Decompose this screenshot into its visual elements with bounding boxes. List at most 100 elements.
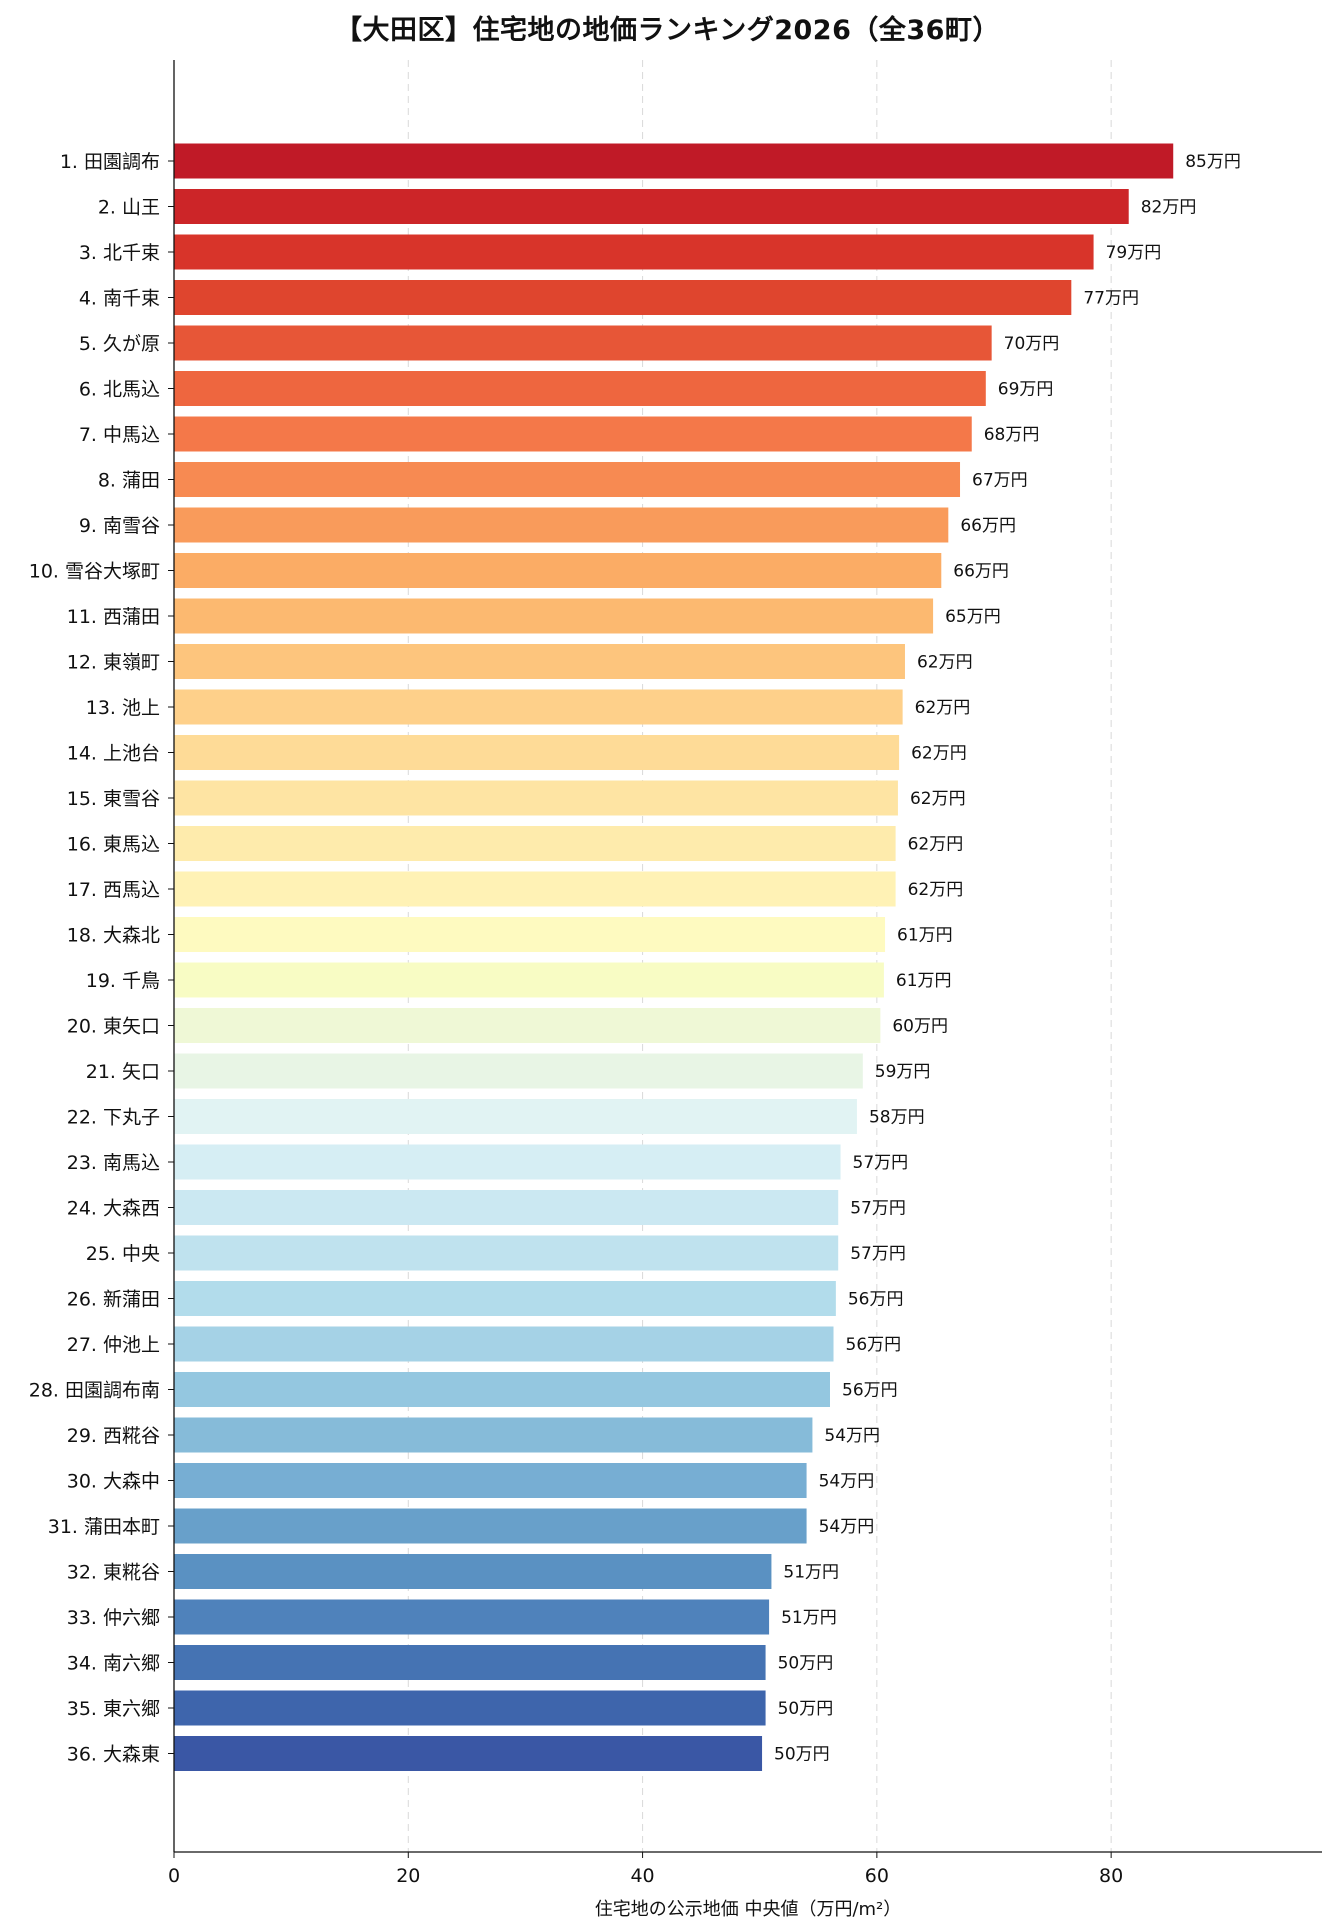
value-label: 62万円 [911,744,967,764]
category-labels: 1. 田園調布 2. 山王 3. 北千束 4. 南千束 5. 久が原 6. 北馬込 7. 中… [29,151,160,1766]
value-label: 57万円 [850,1244,906,1264]
x-tick-label: 40 [630,1865,654,1887]
value-label: 56万円 [846,1335,902,1355]
category-label: 10. 雪谷大塚町 [29,561,160,583]
value-label: 85万円 [1185,152,1241,172]
value-label: 60万円 [892,1017,948,1037]
category-label: 1. 田園調布 [60,151,160,173]
category-label: 24. 大森西 [67,1198,160,1220]
bar [174,1736,763,1771]
category-label: 34. 南六郷 [67,1653,160,1675]
bar [174,689,903,725]
category-label: 16. 東馬込 [67,834,160,856]
x-tick-label: 0 [168,1865,180,1887]
value-label: 61万円 [897,926,953,946]
bar [174,1508,807,1544]
bar [174,462,961,497]
bar [174,1144,841,1180]
bar [174,1690,766,1726]
bar [174,1554,772,1589]
bar [174,416,972,452]
category-label: 31. 蒲田本町 [48,1516,160,1538]
value-label: 77万円 [1083,289,1139,309]
category-label: 25. 中央 [86,1243,160,1265]
x-axis-title: 住宅地の公示地価 中央値（万円/m²） [595,1899,902,1920]
category-label: 12. 東嶺町 [67,652,160,674]
bar [174,1008,881,1043]
value-label: 66万円 [953,562,1009,582]
category-label: 15. 東雪谷 [67,788,160,810]
value-label: 82万円 [1141,198,1197,218]
value-label: 54万円 [824,1426,880,1446]
value-label: 57万円 [853,1153,909,1173]
value-label: 62万円 [917,653,973,673]
category-label: 13. 池上 [86,697,160,719]
category-label: 35. 東六郷 [67,1698,160,1720]
category-label: 4. 南千束 [79,288,160,310]
value-label: 56万円 [842,1381,898,1401]
category-label: 19. 千鳥 [86,970,160,992]
bar [174,234,1094,270]
bar [174,1326,834,1362]
axes: 0 20 40 60 80 [168,60,1322,1887]
bar [174,598,934,634]
category-label: 22. 下丸子 [67,1107,160,1129]
value-label: 57万円 [850,1199,906,1219]
category-label: 23. 南馬込 [67,1152,160,1174]
x-tick-label: 60 [865,1865,889,1887]
value-label: 70万円 [1004,334,1060,354]
category-label: 3. 北千束 [79,242,160,264]
bar [174,780,898,816]
gridlines [407,60,1112,1852]
bar [174,280,1072,315]
bar [174,1281,836,1316]
chart-title: 【大田区】住宅地の地価ランキング2026（全36町） [335,15,1000,46]
category-label: 2. 山王 [98,197,160,219]
value-label: 50万円 [774,1745,830,1765]
bar [174,507,949,543]
bar [174,644,905,679]
category-label: 20. 東矢口 [67,1016,160,1038]
value-label: 79万円 [1106,243,1162,263]
value-label: 68万円 [984,425,1040,445]
value-label: 59万円 [875,1062,931,1082]
bar [174,1190,839,1225]
category-label: 30. 大森中 [67,1471,160,1493]
bar [174,735,900,770]
category-label: 27. 仲池上 [67,1334,160,1356]
value-label: 67万円 [972,471,1028,491]
value-label: 69万円 [998,380,1054,400]
bar [174,143,1174,179]
bar [174,1645,766,1680]
value-label: 66万円 [960,516,1016,536]
bar [174,1372,830,1407]
category-label: 21. 矢口 [86,1061,160,1083]
bar [174,553,942,588]
category-label: 9. 南雪谷 [79,515,160,537]
bar [174,917,886,952]
value-label: 54万円 [819,1517,875,1537]
bar [174,1053,863,1089]
x-tick-label: 20 [396,1865,420,1887]
category-label: 5. 久が原 [79,333,160,355]
bar [174,1463,807,1498]
x-tick-label: 80 [1099,1865,1123,1887]
value-label: 62万円 [910,789,966,809]
bar [174,1599,770,1635]
category-label: 7. 中馬込 [79,424,160,446]
category-label: 29. 西糀谷 [67,1425,160,1447]
value-label: 62万円 [915,698,971,718]
category-label: 36. 大森東 [67,1744,160,1766]
bar [174,1417,813,1453]
value-labels: 85万円 82万円 79万円 77万円 70万円 69万円 68万円 67万円 66万円 66万円… [774,152,1241,1765]
category-label: 11. 西蒲田 [67,606,160,628]
value-label: 50万円 [778,1654,834,1674]
category-label: 32. 東糀谷 [67,1562,160,1584]
value-label: 62万円 [908,880,964,900]
bar [174,1235,839,1271]
bar [174,325,992,361]
bar [174,871,896,907]
value-label: 62万円 [908,835,964,855]
category-label: 18. 大森北 [67,925,160,947]
